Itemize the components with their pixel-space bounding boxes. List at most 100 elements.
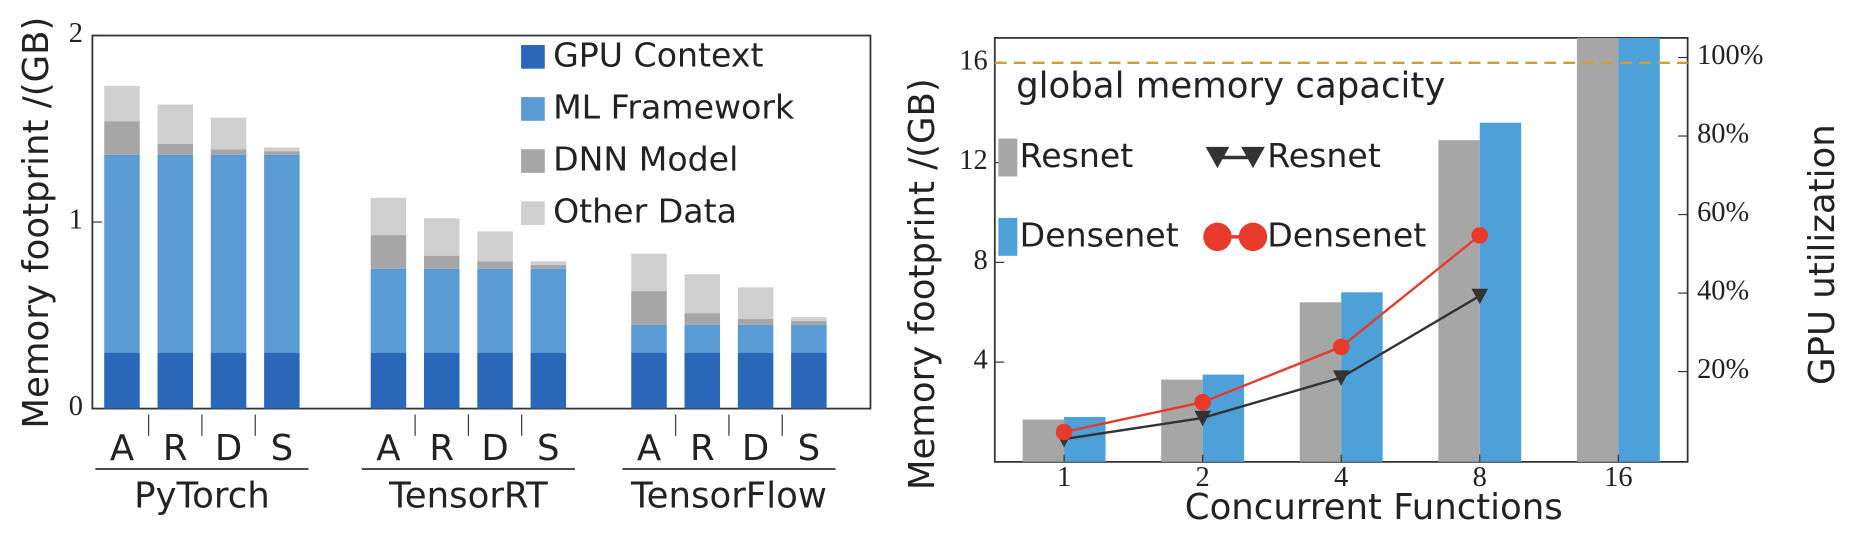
- y-tick-label: 16: [959, 45, 987, 76]
- x-tick-label: D: [481, 428, 508, 469]
- bar-segment: [477, 352, 513, 409]
- bar-segment: [264, 147, 300, 152]
- legend-label: ML Framework: [553, 87, 795, 126]
- x-label: Concurrent Functions: [1185, 487, 1563, 528]
- bar-segment: [737, 324, 774, 353]
- y2-tick-label: 40%: [1697, 276, 1749, 307]
- bar-segment: [423, 255, 460, 269]
- legend-label: Resnet: [1267, 136, 1381, 175]
- bar: [1438, 140, 1480, 462]
- bar-segment: [631, 352, 667, 409]
- y2-tick-label: 20%: [1697, 354, 1749, 385]
- y-tick-label: 12: [959, 145, 987, 176]
- left-y-label: Memory footprint /(GB): [16, 17, 57, 429]
- legend-label: DNN Model: [553, 140, 738, 179]
- x-tick-label: R: [429, 428, 454, 469]
- bar-segment: [737, 287, 774, 320]
- bar-segment: [631, 324, 667, 353]
- bar-segment: [477, 261, 513, 269]
- bar-segment: [104, 352, 140, 409]
- right-y-label: Memory footprint /(GB): [902, 78, 943, 490]
- x-tick-label: D: [742, 428, 769, 469]
- bar-segment: [370, 352, 407, 409]
- legend-label: GPU Context: [553, 35, 763, 74]
- bar-segment: [684, 324, 721, 353]
- bar: [1022, 419, 1065, 462]
- bar-segment: [631, 253, 667, 292]
- marker: [1332, 370, 1350, 386]
- bar-segment: [370, 268, 407, 353]
- x-tick-label: 8: [1473, 462, 1487, 493]
- bar-segment: [104, 154, 140, 353]
- bar-segment: [423, 268, 460, 353]
- legend-label: Resnet: [1020, 136, 1134, 175]
- x-tick-label: 2: [1196, 462, 1210, 493]
- y-tick-label: 1: [69, 205, 83, 236]
- bar-segment: [157, 143, 194, 155]
- bar: [1576, 37, 1619, 462]
- bar-segment: [791, 324, 827, 353]
- marker: [1471, 288, 1489, 305]
- bar-segment: [157, 154, 194, 353]
- legend-swatch: [998, 217, 1018, 256]
- x-tick-label: R: [690, 428, 715, 469]
- bar: [1299, 302, 1342, 462]
- bar-segment: [210, 352, 247, 409]
- bar-segment: [631, 291, 667, 325]
- legend-swatch: [521, 97, 545, 121]
- x-tick-label: 16: [1604, 462, 1632, 493]
- legend-marker: [1241, 146, 1265, 169]
- x-tick-label: 1: [1057, 462, 1071, 493]
- bar-segment: [791, 352, 827, 409]
- y2-tick-label: 100%: [1697, 40, 1763, 71]
- y2-tick-label: 80%: [1697, 119, 1749, 150]
- bar-segment: [264, 154, 300, 353]
- x-tick-label: A: [637, 428, 661, 469]
- bar-segment: [370, 235, 407, 269]
- bar: [1479, 122, 1522, 462]
- x-tick-label: S: [271, 428, 294, 469]
- figure-body: Memory footprint /(GB) Memory footprint …: [16, 17, 1843, 529]
- marker: [1055, 423, 1073, 441]
- y-tick-label: 0: [69, 391, 83, 422]
- x-tick-label: R: [163, 428, 188, 469]
- bar-segment: [210, 149, 247, 155]
- bar-segment: [157, 352, 194, 409]
- bar-segment: [210, 154, 247, 353]
- legend-swatch: [998, 138, 1018, 177]
- bar-segment: [684, 274, 721, 314]
- bar-segment: [684, 313, 721, 325]
- y2-tick-label: 60%: [1697, 197, 1749, 228]
- x-tick-label: S: [798, 428, 821, 469]
- y-tick-label: 4: [974, 345, 988, 376]
- marker: [1332, 338, 1350, 356]
- bar-segment: [370, 197, 407, 236]
- bar-segment: [210, 117, 247, 150]
- bar-segment: [791, 320, 827, 325]
- marker: [1471, 227, 1489, 244]
- x-tick-label: A: [110, 428, 134, 469]
- bar-segment: [423, 352, 460, 409]
- bar-segment: [791, 317, 827, 321]
- bar-segment: [423, 218, 460, 256]
- marker: [1194, 410, 1211, 427]
- legend-label: Other Data: [553, 192, 737, 231]
- bar-segment: [737, 352, 774, 409]
- annotation: global memory capacity: [1016, 66, 1445, 107]
- x-tick-label: S: [537, 428, 560, 469]
- group-label: PyTorch: [134, 475, 270, 516]
- bar-segment: [530, 352, 567, 409]
- bar-segment: [157, 104, 194, 144]
- bar-segment: [104, 121, 140, 155]
- x-tick-label: A: [376, 428, 400, 469]
- bar-segment: [530, 261, 567, 265]
- group-label: TensorFlow: [630, 475, 827, 516]
- x-tick-label: 4: [1334, 462, 1348, 493]
- legend-label: Densenet: [1020, 215, 1179, 254]
- bar-segment: [104, 85, 140, 122]
- bar-segment: [530, 264, 567, 269]
- legend-swatch: [521, 149, 545, 173]
- bar-segment: [477, 268, 513, 353]
- legend-swatch: [521, 201, 545, 226]
